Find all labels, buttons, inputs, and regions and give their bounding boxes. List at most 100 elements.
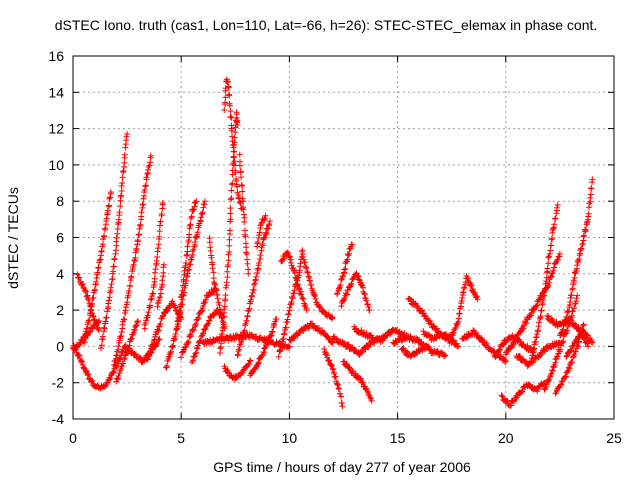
data-point (570, 342, 577, 349)
data-point (531, 306, 538, 313)
data-point (526, 381, 533, 388)
data-point (160, 264, 167, 271)
data-point (157, 218, 164, 225)
data-point (99, 241, 106, 248)
data-point (541, 292, 548, 299)
data-point (558, 381, 565, 388)
data-point (89, 312, 96, 319)
data-point (244, 313, 251, 320)
data-point (170, 342, 177, 349)
data-point (86, 317, 93, 324)
data-point (249, 289, 256, 296)
data-point (553, 204, 560, 211)
data-point (115, 343, 122, 350)
x-tick-label: 0 (69, 430, 77, 446)
data-point (231, 162, 238, 169)
data-point (341, 295, 348, 302)
data-point (554, 201, 561, 208)
data-point (110, 368, 117, 375)
y-tick-label: 12 (48, 121, 64, 137)
data-point (580, 321, 587, 328)
data-point (117, 366, 124, 373)
y-tick-label: 0 (56, 338, 64, 354)
data-point (122, 307, 129, 314)
data-point (227, 113, 234, 120)
data-point (571, 305, 578, 312)
data-point (317, 303, 324, 310)
data-point (234, 183, 241, 190)
data-point (105, 202, 112, 209)
data-point (404, 348, 411, 355)
data-point (344, 256, 351, 263)
data-point (338, 276, 345, 283)
data-point (172, 330, 179, 337)
data-point (153, 257, 160, 264)
data-point (151, 275, 158, 282)
data-point (552, 215, 559, 222)
data-point (253, 273, 260, 280)
data-point (304, 269, 311, 276)
data-point (342, 290, 349, 297)
data-point (524, 342, 531, 349)
data-point (326, 357, 333, 364)
data-point (136, 225, 143, 232)
x-tick-label: 15 (390, 430, 406, 446)
data-point (89, 325, 96, 332)
data-point (542, 286, 549, 293)
data-point (504, 398, 511, 405)
data-point (128, 335, 135, 342)
data-point (105, 297, 112, 304)
data-point (242, 233, 249, 240)
data-point (225, 84, 232, 91)
data-point (217, 345, 224, 352)
data-point (112, 356, 119, 362)
y-axis-label: dSTEC / TECUs (5, 187, 21, 289)
data-point (221, 303, 228, 310)
data-point (194, 316, 201, 323)
data-point (551, 264, 558, 271)
data-point (291, 287, 298, 294)
data-point (158, 210, 165, 217)
data-point (159, 200, 166, 207)
data-point (303, 307, 310, 314)
data-point (536, 315, 543, 322)
data-point (227, 196, 234, 203)
data-point (125, 287, 132, 294)
data-point (586, 200, 593, 207)
data-point (145, 164, 152, 171)
data-point (85, 375, 92, 382)
data-point (117, 203, 124, 210)
data-point (226, 227, 233, 234)
data-point (150, 282, 157, 289)
data-point (108, 280, 115, 287)
data-point (101, 232, 108, 239)
data-point (188, 213, 195, 220)
data-point (222, 99, 229, 106)
data-point (155, 323, 162, 330)
data-point (227, 108, 234, 115)
data-point (260, 351, 267, 358)
data-point (192, 323, 199, 330)
data-point (107, 284, 114, 291)
data-point (154, 253, 161, 260)
data-point (291, 334, 298, 341)
data-point (265, 225, 272, 232)
data-point (148, 342, 155, 349)
data-point (301, 259, 308, 266)
data-point (548, 274, 555, 281)
data-point (543, 381, 550, 388)
data-point (209, 265, 216, 272)
data-point (315, 303, 322, 310)
data-point (221, 107, 228, 114)
data-point (181, 267, 188, 274)
data-point (450, 329, 457, 336)
data-point (578, 329, 585, 336)
data-point (240, 211, 247, 218)
data-point (535, 319, 542, 326)
data-point (156, 294, 163, 301)
data-point (120, 168, 127, 174)
data-point (588, 338, 595, 345)
data-point (303, 265, 310, 272)
data-point (234, 189, 241, 196)
data-point (244, 260, 251, 267)
